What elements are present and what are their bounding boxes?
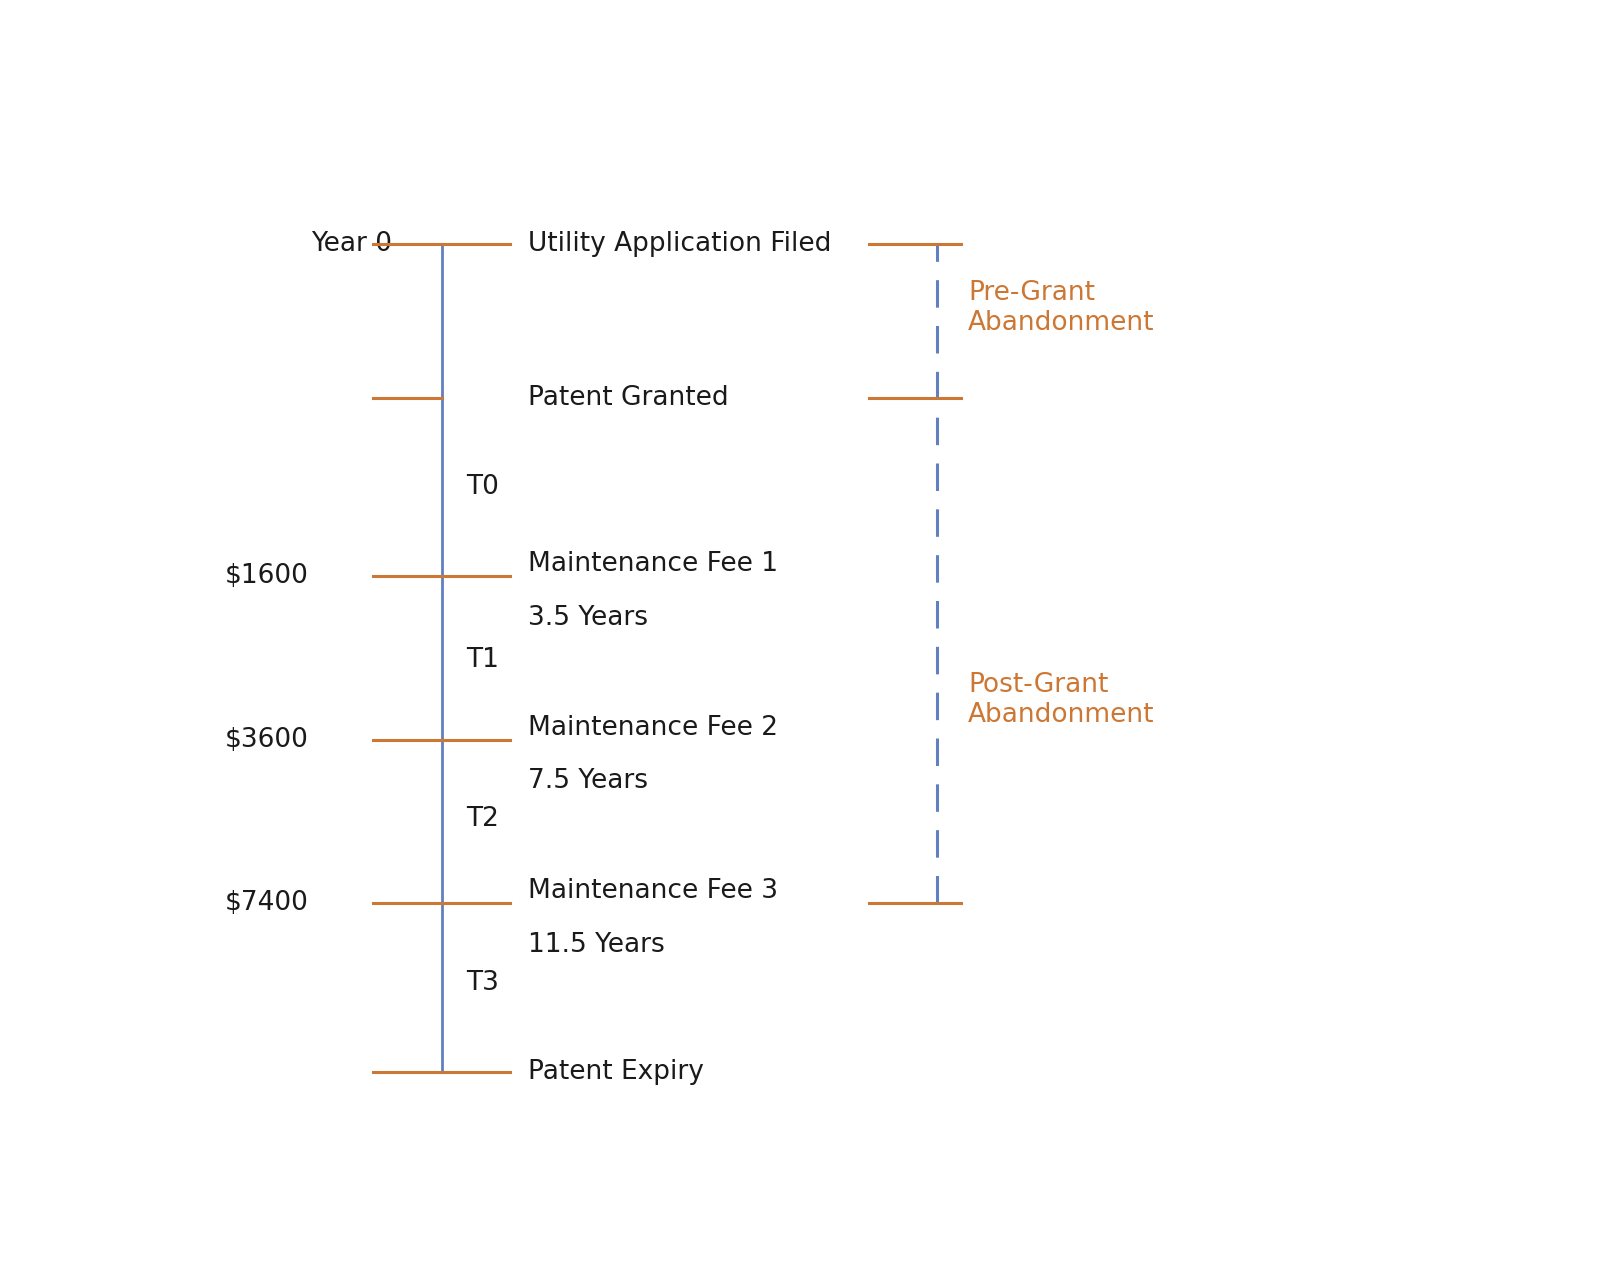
Text: 7.5 Years: 7.5 Years — [528, 769, 648, 795]
Text: Maintenance Fee 2: Maintenance Fee 2 — [528, 715, 779, 741]
Text: 3.5 Years: 3.5 Years — [528, 604, 648, 631]
Text: Utility Application Filed: Utility Application Filed — [528, 231, 831, 256]
Text: Year 0: Year 0 — [310, 231, 392, 256]
Text: $1600: $1600 — [224, 563, 309, 589]
Text: $3600: $3600 — [224, 726, 309, 752]
Text: Post-Grant
Abandonment: Post-Grant Abandonment — [969, 672, 1154, 728]
Text: Patent Granted: Patent Granted — [528, 385, 729, 411]
Text: $7400: $7400 — [224, 890, 309, 916]
Text: T1: T1 — [467, 648, 499, 674]
Text: Pre-Grant
Abandonment: Pre-Grant Abandonment — [969, 281, 1154, 336]
Text: Maintenance Fee 3: Maintenance Fee 3 — [528, 878, 779, 904]
Text: Maintenance Fee 1: Maintenance Fee 1 — [528, 551, 779, 577]
Text: Patent Expiry: Patent Expiry — [528, 1059, 704, 1084]
Text: T0: T0 — [467, 474, 499, 500]
Text: T3: T3 — [467, 970, 499, 996]
Text: 11.5 Years: 11.5 Years — [528, 933, 665, 958]
Text: T2: T2 — [467, 806, 499, 832]
